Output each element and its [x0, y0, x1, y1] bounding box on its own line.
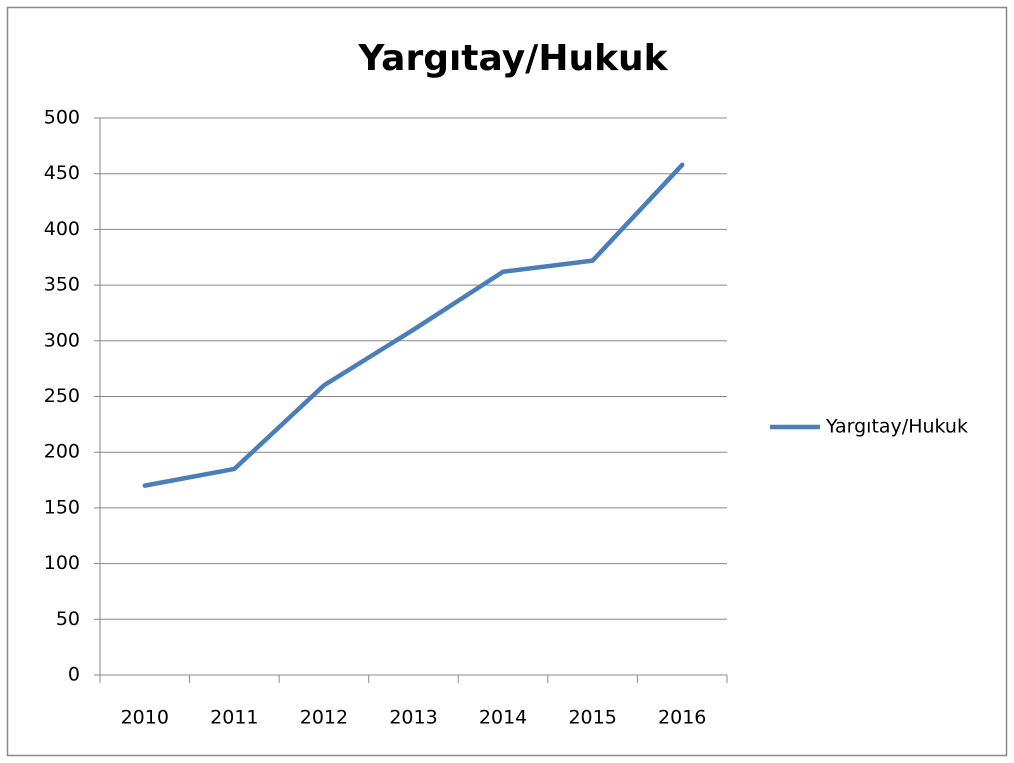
y-tick-label: 450 — [44, 162, 80, 184]
y-tick-label: 50 — [56, 608, 80, 630]
y-tick-label: 400 — [44, 218, 80, 240]
y-tick-label: 0 — [68, 664, 80, 686]
y-tick-label: 250 — [44, 385, 80, 407]
y-tick-label: 300 — [44, 329, 80, 351]
y-tick-label: 500 — [44, 107, 80, 129]
y-tick-label: 150 — [44, 496, 80, 518]
line-series — [142, 162, 685, 488]
x-tick-label: 2011 — [210, 707, 258, 729]
x-tick-label: 2015 — [568, 707, 616, 729]
x-tick-label: 2010 — [121, 707, 169, 729]
y-tick-label: 350 — [44, 274, 80, 296]
x-tick-label: 2016 — [658, 707, 706, 729]
x-tick-label: 2013 — [389, 707, 437, 729]
x-tick-label: 2014 — [479, 707, 527, 729]
y-tick-label: 200 — [44, 441, 80, 463]
y-tick-label: 100 — [44, 552, 80, 574]
legend-label: Yargıtay/Hukuk — [825, 416, 968, 438]
chart-title: Yargıtay/Hukuk — [357, 38, 668, 79]
chart-border — [6, 6, 1008, 757]
x-tick-label: 2012 — [300, 707, 348, 729]
